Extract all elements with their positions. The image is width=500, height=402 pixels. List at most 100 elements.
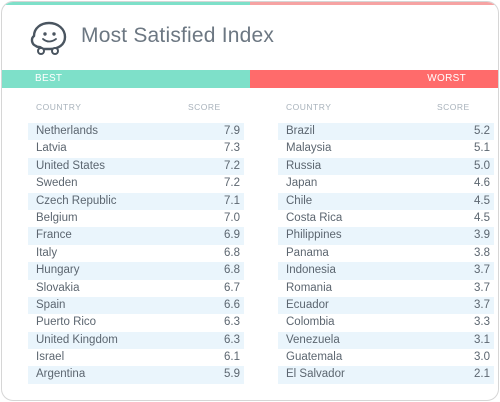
country-name: El Salvador [286, 368, 345, 381]
table-row: United States 7.2 [28, 157, 244, 176]
table-row: Guatemala 3.0 [278, 349, 494, 366]
best-country-header: COUNTRY [36, 102, 82, 112]
table-row: Latvia 7.3 [28, 140, 244, 157]
table-row: Hungary 6.8 [28, 262, 244, 280]
table-row: Spain 6.6 [28, 296, 244, 315]
page-title: Most Satisfied Index [81, 24, 275, 47]
waze-icon [30, 21, 67, 55]
country-score: 6.7 [224, 281, 240, 294]
country-name: Brazil [286, 125, 315, 137]
country-name: Guatemala [286, 351, 343, 364]
country-name: Philippines [286, 229, 342, 242]
country-score: 6.8 [224, 264, 240, 277]
table-row: Philippines 3.9 [278, 227, 494, 245]
country-score: 2.1 [474, 368, 490, 381]
table-row: El Salvador 2.1 [278, 366, 494, 384]
country-score: 7.2 [224, 159, 240, 172]
country-score: 3.0 [474, 351, 490, 364]
table-row: Netherlands 7.9 [28, 123, 244, 141]
table-row: Russia 5.0 [278, 157, 494, 176]
best-label: BEST [35, 73, 63, 84]
country-name: Colombia [286, 316, 335, 329]
country-score: 3.9 [474, 229, 490, 242]
table-row: Indonesia 3.7 [278, 262, 494, 280]
country-score: 3.7 [474, 281, 490, 294]
worst-band: WORST [250, 70, 498, 88]
table-row: Czech Republic 7.1 [28, 192, 244, 210]
country-name: Belgium [36, 211, 78, 224]
country-score: 5.1 [474, 142, 490, 155]
country-name: Malaysia [286, 142, 332, 155]
country-score: 4.5 [474, 194, 490, 207]
table-row: Malaysia 5.1 [278, 140, 494, 157]
country-name: Slovakia [36, 281, 80, 294]
worst-table: Brazil 5.2 Malaysia 5.1 Russia 5.0 Japan 4.6 Chi… [278, 123, 494, 384]
country-score: 7.2 [224, 177, 240, 190]
table-row: Romania 3.7 [278, 280, 494, 297]
country-name: Romania [286, 281, 333, 294]
table-row: Ecuador 3.7 [278, 296, 494, 315]
country-score: 6.3 [224, 316, 240, 329]
country-score: 4.6 [474, 177, 490, 190]
country-score: 6.9 [224, 229, 240, 242]
country-name: United Kingdom [36, 333, 118, 346]
country-name: Venezuela [286, 333, 340, 346]
best-table: Netherlands 7.9 Latvia 7.3 United States 7.2 S… [28, 123, 244, 384]
table-row: Italy 6.8 [28, 245, 244, 262]
country-name: Indonesia [286, 264, 336, 277]
country-score: 6.1 [224, 351, 240, 364]
best-band: BEST [2, 70, 250, 88]
country-score: 3.8 [474, 246, 490, 259]
country-name: Czech Republic [36, 194, 117, 207]
country-score: 3.7 [474, 298, 490, 311]
country-score: 7.0 [224, 211, 240, 224]
table-row: Venezuela 3.1 [278, 331, 494, 350]
country-name: Russia [286, 159, 322, 172]
country-score: 5.9 [224, 368, 240, 381]
country-score: 5.2 [474, 125, 490, 137]
country-name: Israel [36, 351, 65, 364]
country-score: 6.6 [224, 298, 240, 311]
country-name: United States [36, 159, 106, 172]
table-row: Belgium 7.0 [28, 210, 244, 227]
country-score: 6.3 [224, 333, 240, 346]
country-name: Puerto Rico [36, 316, 97, 329]
country-name: Spain [36, 298, 66, 311]
country-score: 7.3 [224, 142, 240, 155]
table-row: Colombia 3.3 [278, 314, 494, 331]
country-score: 4.5 [474, 211, 490, 224]
table-row: Costa Rica 4.5 [278, 210, 494, 227]
country-name: Argentina [36, 368, 86, 381]
country-name: Chile [286, 194, 313, 207]
country-name: France [36, 229, 72, 242]
best-score-header: SCORE [188, 102, 221, 112]
country-name: Panama [286, 246, 329, 259]
country-score: 3.1 [474, 333, 490, 346]
table-row: United Kingdom 6.3 [28, 331, 244, 350]
table-row: Argentina 5.9 [28, 366, 244, 384]
country-name: Netherlands [36, 125, 99, 137]
country-score: 3.7 [474, 264, 490, 277]
header: Most Satisfied Index [2, 2, 498, 72]
country-score: 5.0 [474, 159, 490, 172]
country-name: Costa Rica [286, 211, 343, 224]
country-name: Sweden [36, 177, 78, 190]
country-name: Hungary [36, 264, 80, 277]
table-row: Slovakia 6.7 [28, 280, 244, 297]
table-row: Brazil 5.2 [278, 123, 494, 141]
table-row: Puerto Rico 6.3 [28, 314, 244, 331]
country-score: 3.3 [474, 316, 490, 329]
table-row: Panama 3.8 [278, 245, 494, 262]
table-row: Israel 6.1 [28, 349, 244, 366]
country-score: 6.8 [224, 246, 240, 259]
country-name: Latvia [36, 142, 67, 155]
country-name: Ecuador [286, 298, 329, 311]
country-name: Japan [286, 177, 318, 190]
table-row: France 6.9 [28, 227, 244, 245]
worst-label: WORST [427, 73, 466, 84]
country-score: 7.1 [224, 194, 240, 207]
country-name: Italy [36, 246, 58, 259]
table-row: Japan 4.6 [278, 175, 494, 192]
worst-score-header: SCORE [437, 102, 470, 112]
